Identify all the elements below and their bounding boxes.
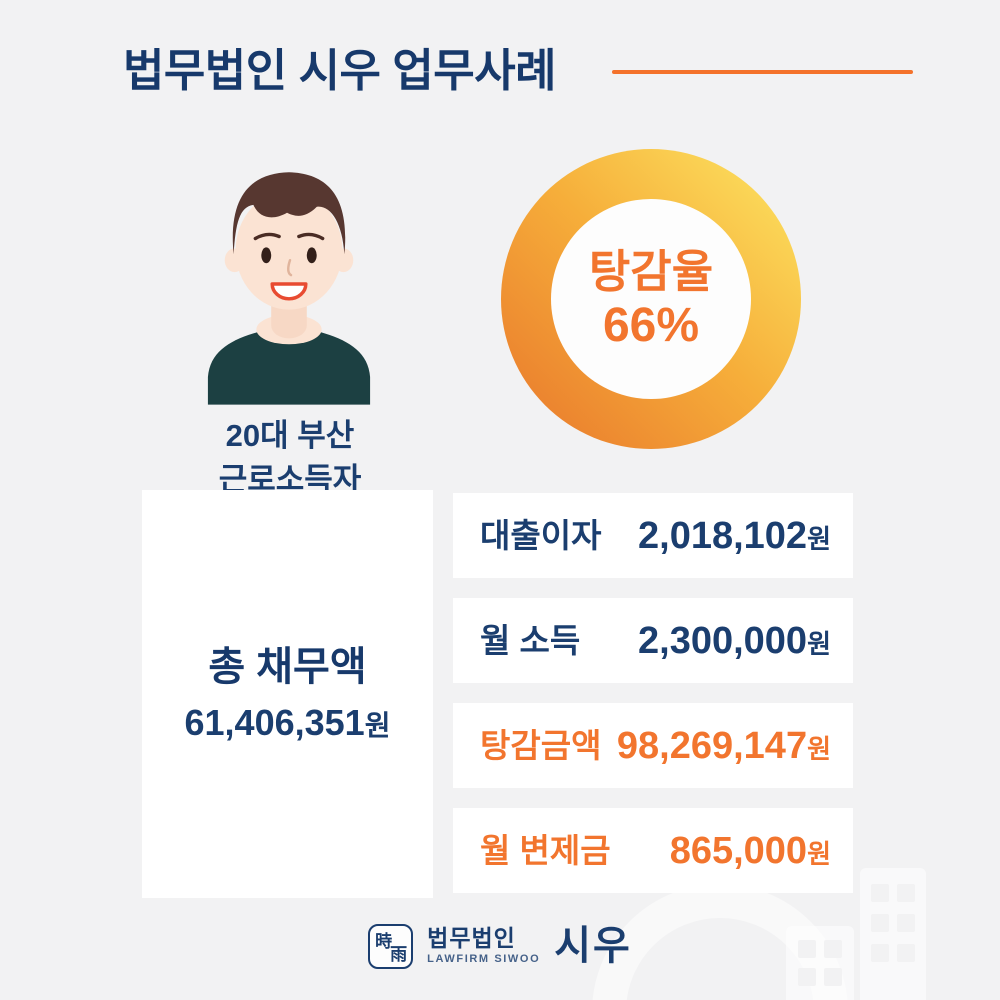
stat-row-unit: 원: [807, 523, 831, 554]
total-debt-number: 61,406,351: [184, 702, 365, 743]
watermark-window: [824, 968, 842, 986]
accent-divider: [612, 70, 913, 74]
donut-center: 탕감율 66%: [551, 199, 751, 399]
total-debt-title: 총 채무액: [208, 645, 367, 689]
stat-row-value: 2,300,000: [638, 619, 808, 662]
firm-text-block: 법무법인 LAWFIRM SIWOO: [427, 927, 540, 965]
lawfirm-seal-icon: 時 雨: [368, 923, 414, 969]
stat-row-value: 2,018,102: [638, 514, 808, 557]
firm-kr-label: 법무법인: [427, 925, 516, 951]
stat-row-unit: 원: [807, 628, 831, 659]
stat-row: 월 소득 2,300,000원: [453, 598, 853, 683]
watermark-window: [824, 940, 842, 958]
relief-rate-donut-chart: 탕감율 66%: [501, 149, 801, 449]
stat-row-label: 월 소득: [480, 622, 581, 659]
footer-logo: 時 雨 법무법인 LAWFIRM SIWOO 시우: [0, 916, 1000, 976]
total-debt-unit: 원: [364, 710, 391, 741]
stat-row: 탕감금액 98,269,147원: [453, 703, 853, 788]
seal-char-2: 雨: [390, 944, 408, 964]
stat-row-unit: 원: [807, 838, 831, 869]
avatar-illustration-icon: [207, 172, 371, 405]
stat-row-label: 탕감금액: [480, 727, 602, 764]
watermark-window: [897, 884, 915, 902]
donut-label: 탕감율: [588, 245, 714, 297]
firm-en-label: LAWFIRM SIWOO: [427, 953, 541, 965]
watermark-window: [897, 914, 915, 932]
profile-label: 20대 부산 근로소득자: [165, 414, 415, 502]
stat-row-label: 월 변제금: [480, 832, 611, 869]
total-debt-amount: 61,406,351원: [185, 705, 391, 741]
total-debt-card: 총 채무액 61,406,351원: [142, 490, 433, 898]
stat-row-amount: 865,000원: [670, 832, 831, 870]
stat-row: 대출이자 2,018,102원: [453, 493, 853, 578]
firm-name: 시우: [554, 924, 632, 968]
watermark-window: [871, 944, 889, 962]
watermark-building-tall: [860, 868, 926, 1000]
stat-row-label: 대출이자: [480, 517, 602, 554]
profile-label-line1: 20대 부산: [225, 418, 355, 453]
page-title: 법무법인 시우 업무사례: [123, 45, 557, 96]
stat-row-value: 865,000: [669, 829, 808, 872]
watermark-window: [871, 914, 889, 932]
seal-char-1: 時: [375, 931, 393, 951]
watermark-window: [798, 940, 816, 958]
watermark-window: [897, 944, 915, 962]
donut-value: 66%: [602, 298, 700, 352]
stat-row-amount: 98,269,147원: [617, 727, 831, 765]
stat-row-amount: 2,300,000원: [638, 622, 831, 660]
watermark-window: [871, 884, 889, 902]
stat-row: 월 변제금 865,000원: [453, 808, 853, 893]
stat-row-amount: 2,018,102원: [638, 517, 831, 555]
watermark-window: [798, 968, 816, 986]
person-avatar: [200, 157, 378, 405]
stat-row-value: 98,269,147: [616, 724, 808, 767]
stat-rows: 대출이자 2,018,102원 월 소득 2,300,000원 탕감금액 98,…: [453, 493, 853, 893]
stat-row-unit: 원: [807, 733, 831, 764]
watermark-building-small: [786, 926, 854, 1000]
